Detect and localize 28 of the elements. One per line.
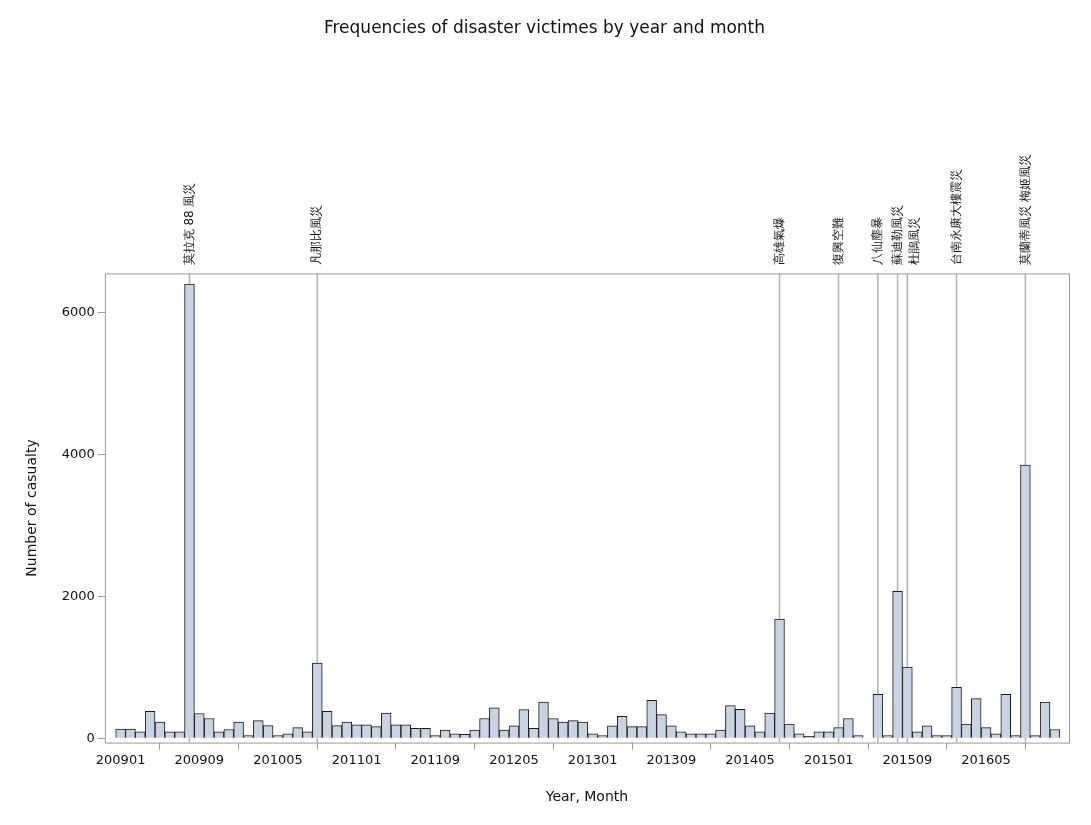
chart-title: Frequencies of disaster victimes by year and month xyxy=(323,16,766,37)
x-tick-label: 201109 xyxy=(410,751,461,767)
ref-line-label: 杜鵑風災 xyxy=(906,217,921,266)
x-tick-label: 201605 xyxy=(961,751,1011,767)
x-tick-label: 201501 xyxy=(803,751,854,767)
x-tick-label: 201101 xyxy=(331,751,382,767)
y-tick-label: 4000 xyxy=(61,445,95,461)
x-tick-label: 201309 xyxy=(646,751,697,767)
y-tick-label: 2000 xyxy=(61,587,95,603)
ref-line-label: 莫蘭蒂風災 梅姬風災 xyxy=(1017,153,1032,266)
y-tick-label: 6000 xyxy=(61,303,95,319)
ref-line-label: 台南永康大樓震災 xyxy=(948,169,963,266)
ref-line-label: 凡那比風災 xyxy=(309,205,324,266)
x-tick-label: 200909 xyxy=(174,751,225,767)
ref-line-label: 蘇迪勒風災 xyxy=(889,205,904,266)
x-tick-label: 201405 xyxy=(725,751,775,767)
x-tick-label: 201205 xyxy=(489,751,539,767)
ref-line-label: 高雄氣爆 xyxy=(771,217,786,266)
x-tick-label: 201005 xyxy=(253,751,303,767)
ref-line-label: 復興空難 xyxy=(830,217,845,266)
x-tick-label: 201301 xyxy=(567,751,618,767)
ref-line-label: 莫拉克 88 風災 xyxy=(181,182,196,266)
ref-line-label: 八仙塵暴 xyxy=(870,217,885,266)
x-tick-label: 200901 xyxy=(95,751,146,767)
y-axis-title: Number of casualty xyxy=(23,439,40,577)
x-tick-label: 201509 xyxy=(882,751,933,767)
x-axis-title: Year, Month xyxy=(544,788,629,805)
y-tick-label: 0 xyxy=(86,729,95,745)
